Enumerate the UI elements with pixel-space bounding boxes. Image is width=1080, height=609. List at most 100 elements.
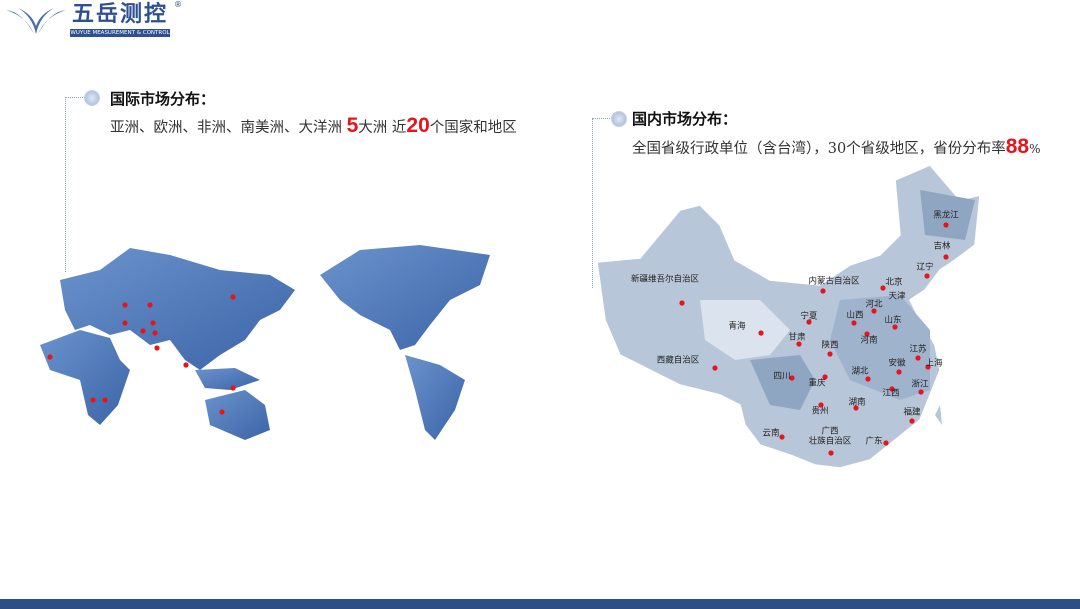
province-label: 贵州 xyxy=(811,406,829,417)
province-label: 陕西 xyxy=(821,340,839,351)
province-label: 江苏 xyxy=(909,344,927,355)
market-marker xyxy=(183,362,189,368)
province-label: 云南 xyxy=(762,428,780,439)
logo: 五岳测控 ® WUYUE MEASUREMENT & CONTROL xyxy=(0,0,185,40)
eurasia-shape xyxy=(60,248,295,370)
world-map xyxy=(40,245,490,440)
province-label: 河南 xyxy=(860,335,878,346)
market-marker xyxy=(865,376,871,382)
province-label: 湖北 xyxy=(851,366,869,377)
province-label: 内蒙古自治区 xyxy=(808,276,860,287)
province-label: 新疆维吾尔自治区 xyxy=(630,274,700,285)
market-marker xyxy=(880,285,886,291)
connector-line xyxy=(592,118,593,288)
logo-subtitle: WUYUE MEASUREMENT & CONTROL xyxy=(70,29,170,37)
market-marker xyxy=(943,222,949,228)
text: 大洲 近 xyxy=(358,120,407,136)
bullet-icon xyxy=(611,111,627,127)
registered-mark: ® xyxy=(174,0,182,9)
market-marker xyxy=(864,331,870,337)
market-marker xyxy=(219,409,225,415)
province-label: 天津 xyxy=(888,291,906,302)
province-label: 上海 xyxy=(925,358,943,369)
province-label: 福建 xyxy=(903,407,921,418)
market-marker xyxy=(851,320,857,326)
province-label: 辽宁 xyxy=(916,262,934,273)
province-label: 浙江 xyxy=(911,379,929,390)
province-label: 西藏自治区 xyxy=(656,355,700,366)
logo-mark-icon xyxy=(6,8,66,34)
footer-bar xyxy=(0,599,1080,609)
market-marker xyxy=(679,300,685,306)
province-label: 山西 xyxy=(846,310,864,321)
province-label: 广西 壮族自治区 xyxy=(808,426,852,446)
market-marker xyxy=(818,402,824,408)
province-label: 吉林 xyxy=(933,241,951,252)
province-label: 河北 xyxy=(865,299,883,310)
market-marker xyxy=(152,330,158,336)
south-america-shape xyxy=(405,355,465,440)
text: 个国家和地区 xyxy=(429,120,517,136)
market-marker xyxy=(758,330,764,336)
market-marker xyxy=(943,254,949,260)
percent-sign: % xyxy=(1029,142,1041,156)
province-label: 山东 xyxy=(884,315,902,326)
domestic-heading: 国内市场分布： xyxy=(632,110,738,128)
text: 全国省级行政单位（含台湾），30个省级地区，省份分布率 xyxy=(632,141,1006,157)
market-marker xyxy=(712,365,718,371)
qinghai-region xyxy=(700,300,790,360)
connector-line xyxy=(65,97,85,98)
market-marker xyxy=(909,418,915,424)
country-count: 20 xyxy=(406,114,430,137)
market-marker xyxy=(925,364,931,370)
province-label: 黑龙江 xyxy=(933,210,959,221)
province-label: 宁夏 xyxy=(800,311,818,322)
se-asia-shape xyxy=(195,368,260,390)
market-marker xyxy=(918,389,924,395)
market-marker xyxy=(871,308,877,314)
market-marker xyxy=(889,386,895,392)
continents-list: 亚洲、欧洲、非洲、南美洲、大洋洲 xyxy=(110,120,347,136)
distribution-rate: 88 xyxy=(1005,135,1030,158)
market-marker xyxy=(779,434,785,440)
market-marker xyxy=(924,273,930,279)
province-label: 北京 xyxy=(885,277,903,288)
market-marker xyxy=(122,320,128,326)
market-marker xyxy=(789,375,795,381)
bullet-icon xyxy=(84,90,100,106)
market-marker xyxy=(822,374,828,380)
market-marker xyxy=(892,324,898,330)
province-label: 重庆 xyxy=(808,378,826,389)
market-marker xyxy=(806,319,812,325)
market-marker xyxy=(140,328,146,334)
heilongjiang-region xyxy=(920,190,975,240)
market-marker xyxy=(230,385,236,391)
market-marker xyxy=(150,320,156,326)
taiwan-shape xyxy=(935,405,942,425)
province-label: 安徽 xyxy=(888,358,906,369)
connector-line xyxy=(65,97,66,272)
market-marker xyxy=(47,354,53,360)
international-text: 亚洲、欧洲、非洲、南美洲、大洋洲 5大洲 近20个国家和地区 xyxy=(110,114,517,138)
north-america-shape xyxy=(320,245,490,350)
market-marker xyxy=(820,288,826,294)
market-marker xyxy=(883,440,889,446)
market-marker xyxy=(828,450,834,456)
international-heading: 国际市场分布： xyxy=(110,90,216,108)
market-marker xyxy=(230,294,236,300)
province-label: 甘肃 xyxy=(788,332,806,343)
market-marker xyxy=(90,397,96,403)
province-label: 青海 xyxy=(728,321,746,332)
province-label: 江西 xyxy=(882,388,900,399)
continent-count: 5 xyxy=(346,114,359,137)
domestic-text: 全国省级行政单位（含台湾），30个省级地区，省份分布率88% xyxy=(632,135,1040,159)
market-marker xyxy=(827,351,833,357)
province-label: 广东 xyxy=(865,436,883,447)
africa-shape xyxy=(40,330,130,425)
market-marker xyxy=(796,341,802,347)
market-marker xyxy=(122,302,128,308)
logo-name: 五岳测控 xyxy=(72,1,169,27)
market-marker xyxy=(102,397,108,403)
market-marker xyxy=(154,345,160,351)
